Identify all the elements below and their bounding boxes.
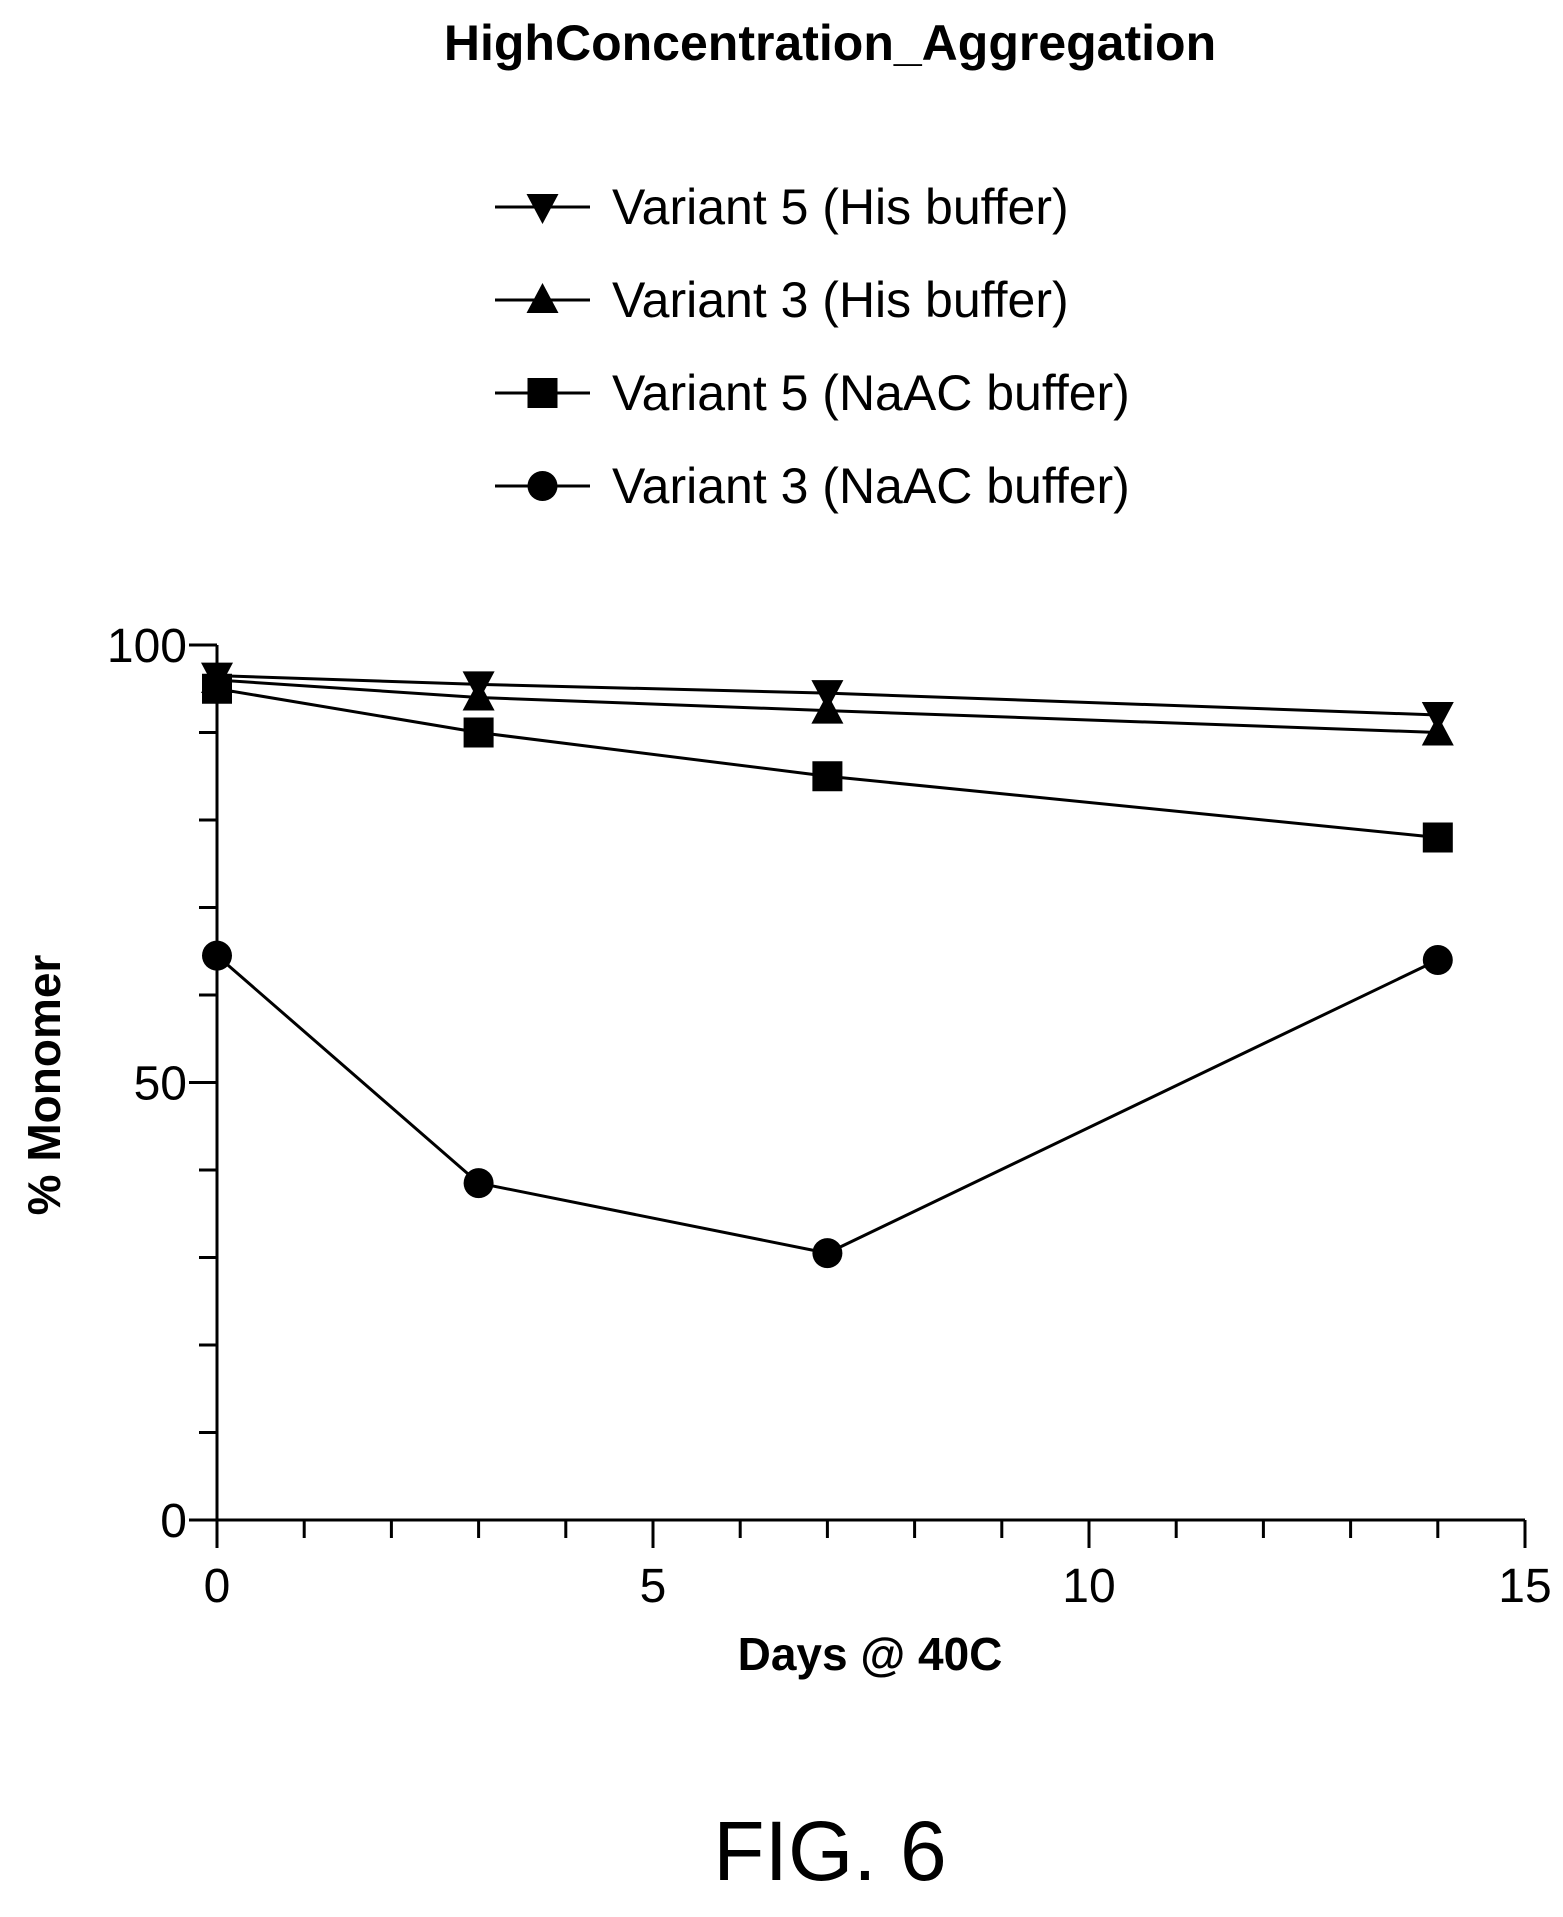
series-line [216,954,1439,1255]
series-line [216,674,1438,717]
data-point [812,1238,843,1269]
legend: Variant 5 (His buffer) Variant 3 (His buf… [495,179,1130,514]
legend-marker [526,194,559,224]
series-4 [202,940,1453,1269]
data-point [463,1168,494,1199]
data-point [1422,945,1453,975]
figure-label: FIG. 6 [713,1804,946,1898]
legend-marker [526,283,559,313]
x-axis-label: Days @ 40C [738,1628,1003,1680]
legend-marker [527,471,558,501]
y-tick-label: 0 [160,1495,187,1548]
legend-label: Variant 5 (NaAC buffer) [612,365,1130,421]
x-tick-label: 15 [1498,1560,1551,1613]
series-3 [202,673,1453,853]
y-tick-label: 50 [134,1058,187,1111]
legend-entry: Variant 5 (NaAC buffer) [495,365,1130,421]
data-point [462,680,495,711]
legend-label: Variant 5 (His buffer) [612,179,1069,235]
series-2 [201,663,1454,746]
legend-marker [527,378,558,408]
x-tick-label: 5 [640,1560,667,1613]
data-point [202,673,232,704]
legend-label: Variant 3 (His buffer) [612,272,1069,328]
data-point [812,761,843,792]
legend-entry: Variant 3 (NaAC buffer) [495,458,1130,514]
axes: 0 50 100 0 5 10 15 [107,620,1552,1613]
plot-area [201,662,1454,1269]
x-tick-label: 10 [1062,1560,1115,1613]
data-point [1421,715,1454,746]
chart-title: HighConcentration_Aggregation [444,15,1216,71]
data-point [811,693,844,724]
series-line [216,678,1438,734]
data-point [202,940,232,971]
series-line [216,687,1438,839]
legend-label: Variant 3 (NaAC buffer) [612,458,1130,514]
x-tick-label: 0 [204,1560,231,1613]
legend-entry: Variant 3 (His buffer) [495,272,1069,328]
data-point [463,717,494,748]
y-tick-label: 100 [107,620,187,673]
legend-entry: Variant 5 (His buffer) [495,179,1069,235]
y-axis-label: % Monomer [18,955,70,1216]
data-point [1422,822,1453,853]
